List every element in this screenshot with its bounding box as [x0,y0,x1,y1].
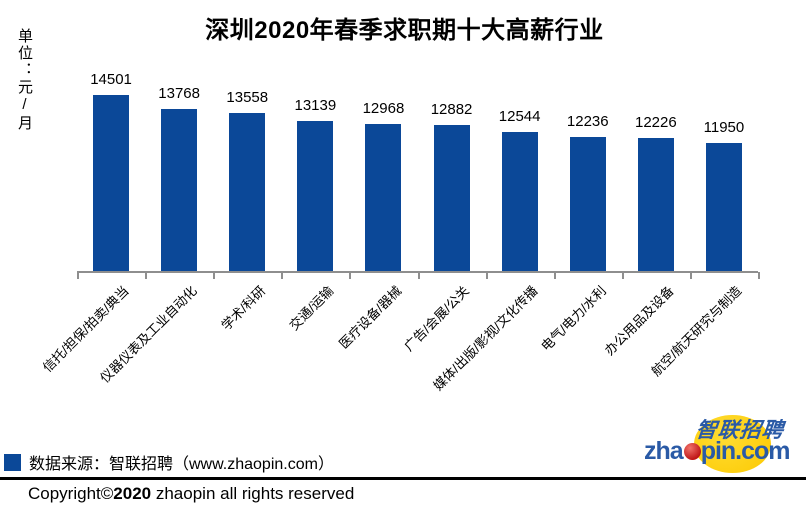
bar [161,109,198,272]
bar [501,132,538,272]
bar-value-label: 12968 [362,100,405,117]
bar [365,124,402,272]
bar [433,125,470,272]
legend-label: 数据来源：智联招聘（www.zhaopin.com） [29,456,334,473]
x-axis-line [77,271,758,273]
logo-yellow-circle [694,415,771,473]
category-label: 医疗设备/器械 [335,283,405,352]
x-axis-tick [553,272,556,279]
legend: 数据来源：智联招聘（www.zhaopin.com） [4,450,334,474]
x-axis-tick [213,272,216,279]
bar-value-label: 11950 [703,119,745,136]
bar [637,138,674,272]
bar-value-label: 13139 [294,97,337,114]
bar [705,143,742,272]
x-axis-tick [145,272,148,279]
category-label: 电气/电力/水利 [537,283,609,354]
x-axis-tick [77,272,79,279]
copyright-text: Copyright©2020 zhaopin all rights reserv… [28,484,354,504]
copyright-prefix: Copyright© [28,484,114,503]
bar-value-label: 14501 [90,71,132,88]
bar-value-label: 12544 [498,108,541,125]
category-label: 广告/会展/公关 [401,283,473,354]
x-axis-tick [758,272,760,279]
category-label: 学术/科研 [218,283,268,334]
logo-domain-suffix: pin.com [700,437,791,465]
x-axis-tick [621,272,624,279]
chart-title: 深圳2020年春季求职期十大高薪行业 [205,17,604,44]
logo-domain-prefix: zha [644,437,684,465]
copyright-suffix: zhaopin all rights reserved [151,484,355,503]
logo-domain-text: zha pin.com [644,437,791,466]
footer-divider [0,477,806,480]
bar [297,121,334,272]
x-axis-tick [485,272,488,279]
x-axis-tick [417,272,420,279]
bar-value-label: 13768 [158,85,200,102]
x-axis-tick [281,272,284,279]
category-label: 交通/运输 [286,283,337,334]
x-axis-tick [349,272,352,279]
bar-value-label: 13558 [226,89,269,106]
y-axis-unit-label: 单位：元/月 [16,28,33,132]
bar-value-label: 12226 [634,114,677,131]
bar-value-label: 12236 [566,113,609,130]
zhaopin-logo: 智联招聘 zha pin.com [638,406,808,477]
copyright-year: 2020 [113,484,152,503]
bar [93,95,130,272]
legend-color-swatch [4,453,21,471]
bar [569,137,606,272]
logo-red-dot-icon [683,443,701,460]
bar [229,113,266,272]
x-axis-tick [689,272,692,279]
bar-value-label: 12882 [430,101,473,118]
